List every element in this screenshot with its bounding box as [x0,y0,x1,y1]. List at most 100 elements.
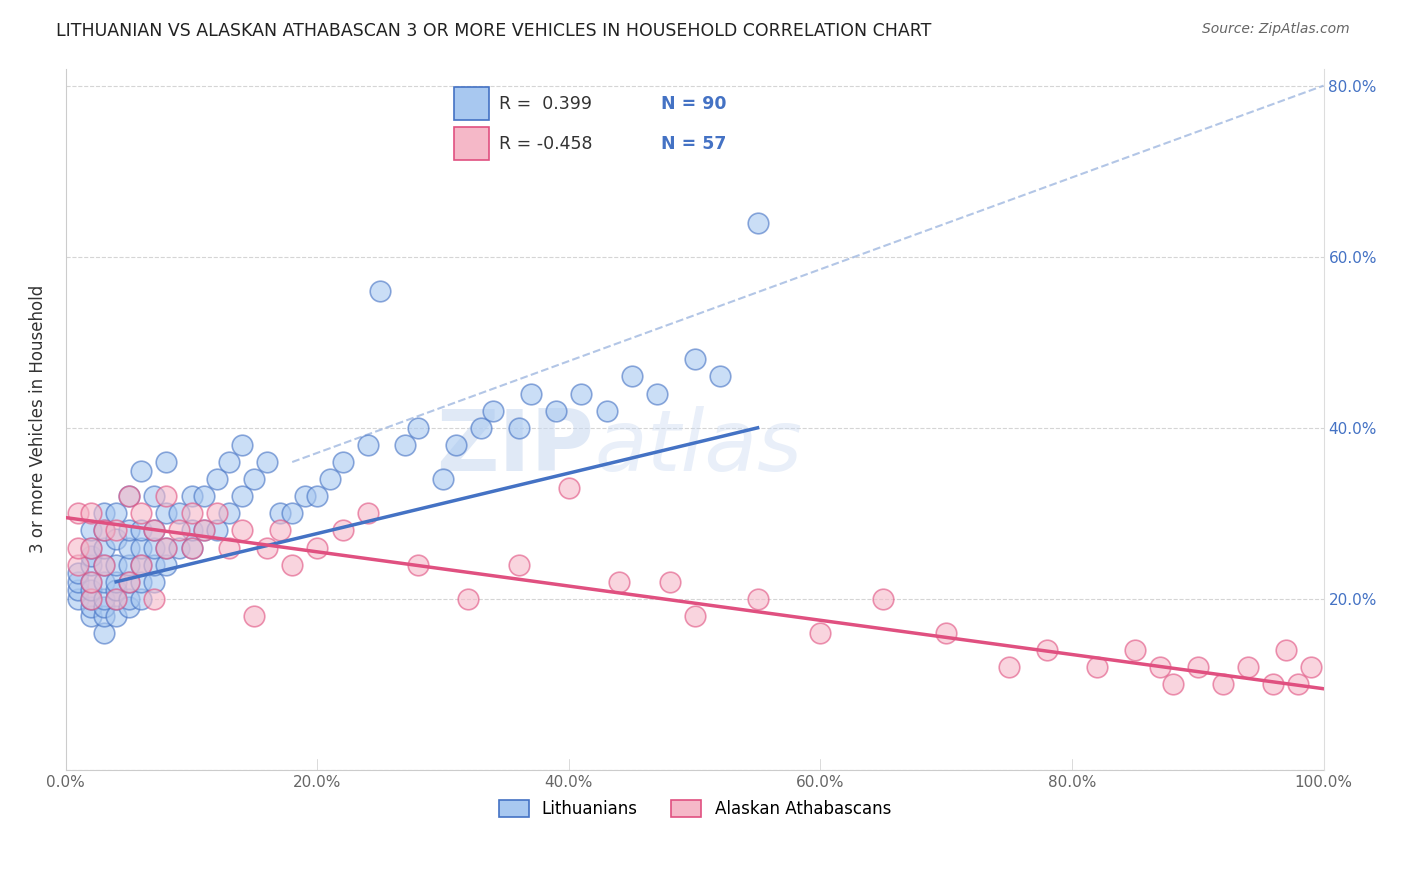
Point [93,558,115,572]
Point [93,591,115,606]
Point [747,591,769,606]
Point [218,507,240,521]
Point [357,438,380,452]
Point [683,609,706,624]
Point [1123,643,1146,657]
Point [167,507,190,521]
Point [118,489,141,503]
Text: ZIP: ZIP [436,406,595,489]
Point [357,507,380,521]
Point [683,352,706,367]
Point [155,558,177,572]
Point [80,574,103,589]
Point [167,524,190,538]
Point [269,524,291,538]
Point [281,507,304,521]
Point [129,524,152,538]
Point [231,524,253,538]
Point [67,541,90,555]
Point [243,472,266,486]
Point [193,524,215,538]
Point [368,284,391,298]
Point [332,524,354,538]
Point [105,507,128,521]
Point [998,660,1021,674]
Legend: Lithuanians, Alaskan Athabascans: Lithuanians, Alaskan Athabascans [492,793,897,825]
Point [67,591,90,606]
Point [810,626,832,640]
Point [620,369,643,384]
Point [205,524,228,538]
Point [129,464,152,478]
Point [129,507,152,521]
Point [218,541,240,555]
Point [231,438,253,452]
Point [307,541,329,555]
Point [105,583,128,598]
Point [80,541,103,555]
Point [93,558,115,572]
Point [105,591,128,606]
Point [595,403,617,417]
Point [80,507,103,521]
Point [142,489,165,503]
Point [80,558,103,572]
Point [142,574,165,589]
Point [80,600,103,615]
Point [470,421,492,435]
Point [243,609,266,624]
Point [80,541,103,555]
Point [747,215,769,229]
Point [1286,677,1309,691]
Point [118,558,141,572]
Point [67,566,90,581]
Point [294,489,316,503]
Point [1263,677,1285,691]
Point [180,507,202,521]
Point [658,574,681,589]
Point [406,558,429,572]
Point [520,386,543,401]
Point [1085,660,1108,674]
Y-axis label: 3 or more Vehicles in Household: 3 or more Vehicles in Household [30,285,46,553]
Point [709,369,731,384]
Point [1212,677,1234,691]
Point [93,524,115,538]
Point [93,609,115,624]
Text: LITHUANIAN VS ALASKAN ATHABASCAN 3 OR MORE VEHICLES IN HOUSEHOLD CORRELATION CHA: LITHUANIAN VS ALASKAN ATHABASCAN 3 OR MO… [56,22,932,40]
Point [256,541,278,555]
Point [80,574,103,589]
Point [142,541,165,555]
Point [93,574,115,589]
Point [118,524,141,538]
Point [118,541,141,555]
Point [118,600,141,615]
Point [129,541,152,555]
Point [1149,660,1171,674]
Point [607,574,630,589]
Point [394,438,416,452]
Point [129,574,152,589]
Point [482,403,505,417]
Point [93,524,115,538]
Point [1036,643,1059,657]
Point [332,455,354,469]
Point [546,403,568,417]
Point [129,591,152,606]
Point [118,591,141,606]
Point [80,524,103,538]
Point [935,626,957,640]
Point [155,507,177,521]
Point [1275,643,1298,657]
Point [142,524,165,538]
Point [80,609,103,624]
Point [118,574,141,589]
Point [180,541,202,555]
Point [105,609,128,624]
Point [80,549,103,563]
Point [129,558,152,572]
Point [93,541,115,555]
Point [457,591,479,606]
Point [155,541,177,555]
Point [155,455,177,469]
